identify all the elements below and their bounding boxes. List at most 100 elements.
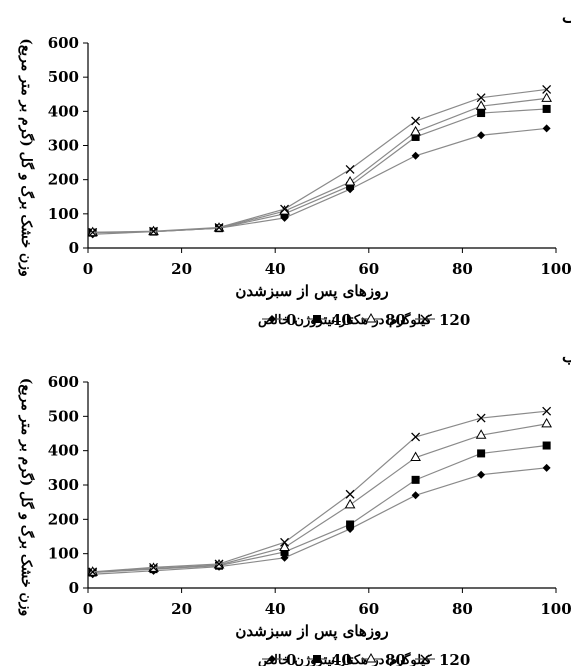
legend-item-40: 40 [307, 651, 352, 666]
data-point-120 [88, 227, 98, 237]
x-tick-label: 60 [358, 260, 379, 278]
data-point-120 [280, 204, 290, 214]
x-tick-label: 80 [452, 600, 473, 618]
legend-item-0: 0 [262, 311, 296, 329]
x-tick-label: 20 [171, 260, 192, 278]
y-tick-label: 500 [48, 407, 79, 425]
x-tick-label: 0 [83, 260, 93, 278]
series-line-40 [92, 108, 547, 234]
y-tick-label: 200 [48, 510, 79, 528]
data-point-0 [477, 470, 486, 479]
data-point-120 [280, 537, 290, 547]
data-point-0 [477, 131, 486, 140]
legend-marker [420, 654, 430, 664]
legend-marker [268, 655, 276, 663]
series-line-80 [92, 97, 547, 234]
legend-label: 0 [286, 651, 296, 666]
legend-label: 0 [286, 311, 296, 329]
series-120 [88, 406, 552, 577]
x-axis-label: روزهای پس از سبزشدن [235, 622, 388, 641]
data-point-80 [410, 125, 421, 136]
legend-item-80: 80 [361, 311, 406, 329]
legend-marker [268, 315, 276, 323]
legend-item-0: 0 [262, 651, 296, 666]
x-tick-label: 80 [452, 260, 473, 278]
y-tick-label: 600 [48, 34, 79, 52]
legend-label: 120 [439, 651, 470, 666]
y-tick-label: 300 [48, 137, 79, 155]
legend-marker [365, 652, 377, 663]
legend-label: 80 [385, 311, 406, 329]
y-axis-label: وزن خشک برگ و گل (گرم بر متر مربع) [18, 38, 35, 277]
series-line-120 [92, 410, 547, 573]
y-axis-label: وزن خشک برگ و گل (گرم بر متر مربع) [18, 378, 35, 617]
data-point-40 [346, 520, 355, 529]
data-point-80 [541, 417, 552, 428]
data-point-40 [411, 475, 420, 484]
x-tick-label: 100 [540, 260, 571, 278]
data-point-120 [411, 116, 421, 126]
series-80 [87, 417, 552, 576]
data-point-120 [476, 413, 486, 423]
data-point-120 [149, 562, 158, 572]
data-point-120 [542, 85, 552, 94]
legend-item-120: 120 [415, 311, 470, 329]
y-tick-label: 500 [48, 68, 79, 86]
chart-panel-1: 0100200300400500600020406080100الفوزن خش… [18, 7, 571, 329]
series-line-40 [92, 444, 547, 574]
series-line-120 [92, 88, 547, 233]
legend-label: 80 [385, 651, 406, 666]
legend-label: 120 [439, 311, 470, 329]
data-point-40 [280, 547, 289, 556]
y-tick-label: 200 [48, 171, 79, 189]
panel-label: ب [562, 347, 571, 366]
x-axis-label: روزهای پس از سبزشدن [235, 282, 388, 301]
data-point-0 [411, 151, 420, 160]
series-40 [88, 441, 551, 577]
legend-marker [365, 312, 377, 323]
legend-marker [313, 655, 321, 663]
data-point-120 [476, 93, 486, 103]
data-point-120 [411, 432, 421, 442]
data-point-40 [477, 449, 486, 458]
y-tick-label: 400 [48, 442, 79, 460]
series-line-80 [92, 423, 547, 573]
x-tick-label: 40 [265, 600, 286, 618]
data-point-80 [475, 429, 487, 439]
data-point-80 [475, 100, 487, 110]
series-line-0 [92, 467, 547, 575]
data-point-80 [279, 541, 290, 551]
series-0 [88, 463, 551, 579]
y-tick-label: 300 [48, 476, 79, 494]
series-120 [88, 85, 552, 237]
legend-label: 40 [331, 651, 352, 666]
data-point-120 [214, 223, 224, 232]
data-point-0 [542, 463, 551, 472]
x-tick-label: 60 [358, 600, 379, 618]
data-point-40 [346, 181, 355, 190]
x-tick-label: 0 [83, 600, 93, 618]
data-point-0 [542, 124, 551, 133]
y-tick-label: 100 [48, 545, 79, 563]
data-point-120 [542, 406, 552, 416]
data-point-40 [477, 109, 486, 118]
y-tick-label: 0 [69, 239, 79, 257]
y-tick-label: 0 [69, 579, 79, 597]
legend-marker [313, 315, 321, 323]
x-tick-label: 100 [540, 600, 571, 618]
data-point-40 [411, 132, 420, 141]
data-point-0 [411, 491, 420, 500]
x-tick-label: 40 [265, 260, 286, 278]
data-point-80 [344, 176, 356, 186]
panel-label: الف [562, 7, 571, 26]
data-point-80 [344, 498, 356, 509]
y-tick-label: 600 [48, 373, 79, 391]
data-point-80 [410, 451, 421, 462]
data-point-120 [149, 226, 158, 236]
legend-item-120: 120 [415, 651, 470, 666]
legend-item-80: 80 [361, 651, 406, 666]
